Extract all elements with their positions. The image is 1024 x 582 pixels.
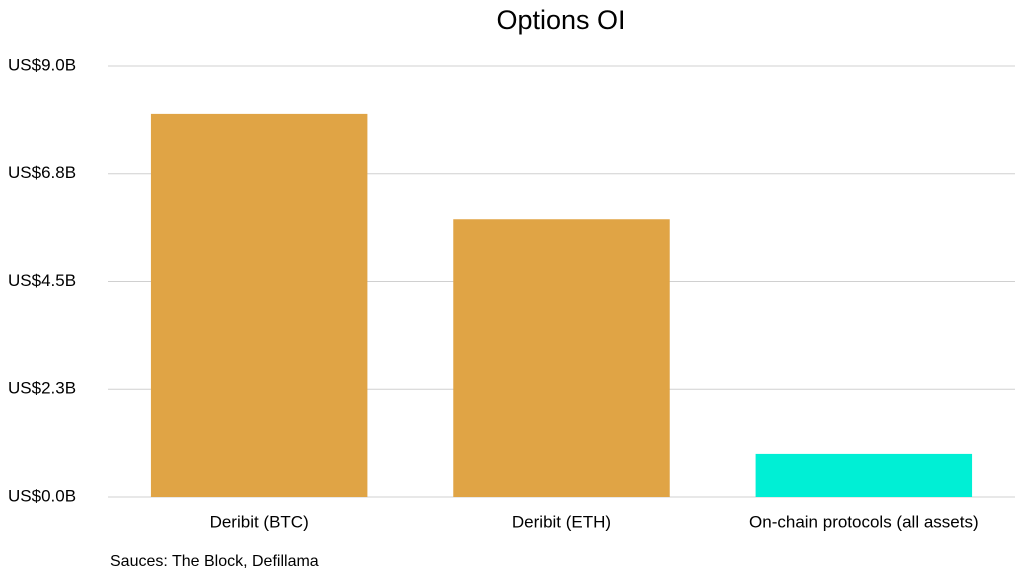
y-tick-label: US$0.0B [8,486,76,505]
chart-title: Options OI [496,5,625,35]
source-note: Sauces: The Block, Defillama [110,553,319,570]
y-tick-label: US$4.5B [8,271,76,290]
x-tick-label: Deribit (BTC) [210,512,309,531]
bar [755,453,973,497]
y-tick-label: US$9.0B [8,55,76,74]
bar [150,113,368,497]
bar [453,219,670,497]
x-tick-label: Deribit (ETH) [512,512,611,531]
x-tick-label: On-chain protocols (all assets) [749,512,979,531]
y-tick-label: US$6.8B [8,163,76,182]
y-tick-label: US$2.3B [8,379,76,398]
